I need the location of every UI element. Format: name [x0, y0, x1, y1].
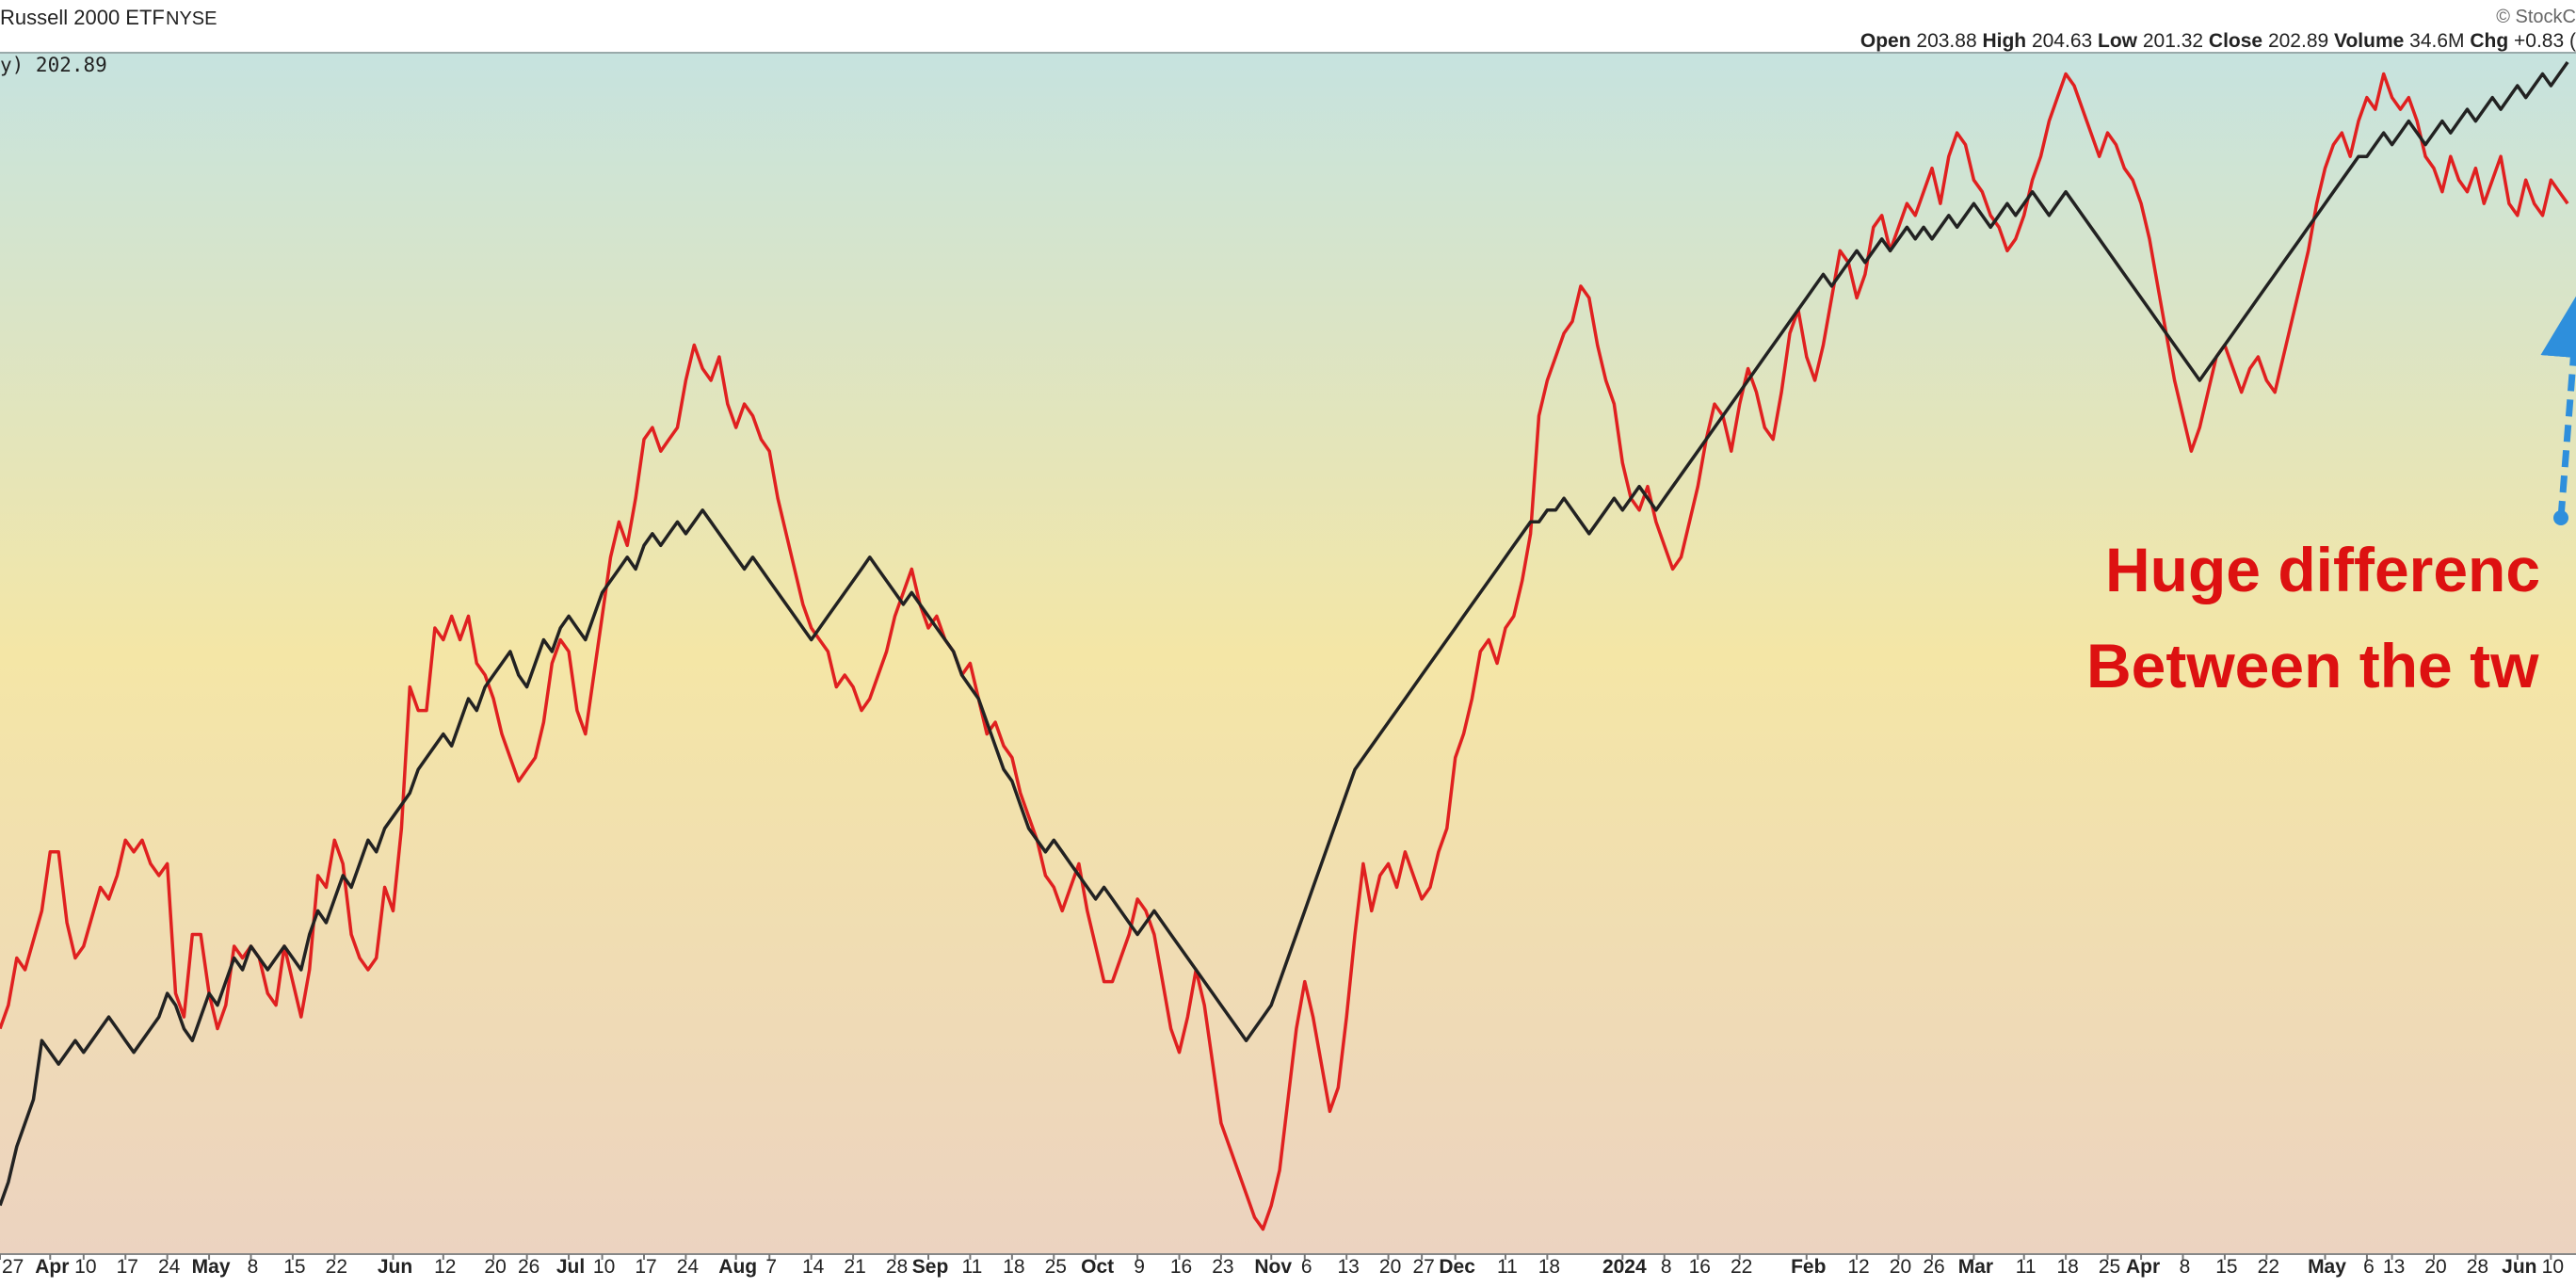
brand-watermark: © StockC [2496, 7, 2576, 27]
stat-label-high: High [1977, 30, 2032, 52]
x-tick-label: 25 [1045, 1256, 1067, 1278]
x-tick-label: 20 [484, 1256, 506, 1278]
x-tick-label: 18 [1538, 1256, 1560, 1278]
x-axis-ticks: 27 Apr 10 17 24 May 8 15 22 Jun 12 20 26 Jul 10 17 24 Aug… [0, 1254, 2564, 1278]
series-line-black [0, 60, 2569, 1206]
x-tick-label: 9 [1134, 1256, 1145, 1278]
legend-value: y) 202.89 [0, 54, 107, 76]
stat-label-close: Close [2203, 30, 2268, 52]
x-tick-label: 11 [2016, 1256, 2037, 1278]
stat-value-open: 203.88 [1916, 30, 1976, 52]
x-tick-label: 6 [1301, 1256, 1312, 1278]
x-tick-label: 22 [2258, 1256, 2279, 1278]
x-tick-label: 18 [1003, 1256, 1024, 1278]
x-tick-label: 23 [1212, 1256, 1233, 1278]
x-tick-label: 8 [2180, 1256, 2191, 1278]
annotation-arrow-dot [2553, 510, 2568, 525]
x-tick-label: 24 [158, 1256, 181, 1278]
x-tick-label: 14 [802, 1256, 825, 1278]
x-tick-label: May [192, 1256, 231, 1278]
x-tick-label: Sep [912, 1256, 949, 1278]
x-tick-label: 28 [886, 1256, 908, 1278]
x-tick-label: 17 [635, 1256, 656, 1278]
x-tick-label: 11 [962, 1256, 983, 1278]
stat-label-volume: Volume [2328, 30, 2409, 52]
stat-value-low: 201.32 [2143, 30, 2203, 52]
x-tick-label: 20 [1379, 1256, 1401, 1278]
plot-background [0, 53, 2576, 1254]
x-tick-label: 18 [2056, 1256, 2078, 1278]
x-tick-label: 7 [765, 1256, 777, 1278]
x-tick-label: 13 [2383, 1256, 2405, 1278]
series-layer [0, 60, 2569, 1232]
header-bar [0, 0, 2576, 53]
x-tick-label: 10 [593, 1256, 615, 1278]
x-tick-label: 6 [2363, 1256, 2375, 1278]
x-tick-label: Jul [556, 1256, 585, 1278]
x-tick-label: 12 [434, 1256, 456, 1278]
x-tick-label: 2024 [1602, 1256, 1647, 1278]
x-tick-label: 26 [518, 1256, 539, 1278]
stat-label-open: Open [1860, 30, 1917, 52]
annotation-line-1: Huge differenc [2105, 535, 2540, 604]
x-tick-label: 15 [2215, 1256, 2237, 1278]
chart-title: Russell 2000 ETF [0, 6, 165, 29]
x-tick-label: 26 [1923, 1256, 1944, 1278]
x-tick-label: 21 [844, 1256, 865, 1278]
x-tick-label: 16 [1689, 1256, 1711, 1278]
x-tick-label: Apr [2126, 1256, 2160, 1278]
x-tick-label: Apr [35, 1256, 69, 1278]
ohlc-stats: Open 203.88 High 204.63 Low 201.32 Close… [1860, 30, 2576, 52]
x-tick-label: Jun [378, 1256, 412, 1278]
x-tick-label: 22 [1731, 1256, 1752, 1278]
stat-value-volume: 34.6M [2409, 30, 2464, 52]
x-tick-label: 10 [74, 1256, 96, 1278]
x-tick-label: 16 [1170, 1256, 1192, 1278]
exchange-label: NYSE [166, 8, 217, 29]
x-tick-label: Feb [1791, 1256, 1826, 1278]
x-tick-label: 27 [1412, 1256, 1434, 1278]
x-tick-label: 24 [677, 1256, 700, 1278]
x-tick-label: Mar [1958, 1256, 1993, 1278]
x-tick-label: 20 [1890, 1256, 1911, 1278]
x-tick-label: 15 [283, 1256, 305, 1278]
stat-label-low: Low [2092, 30, 2143, 52]
series-line-red [0, 72, 2569, 1232]
x-tick-label: 25 [2099, 1256, 2120, 1278]
x-tick-label: 11 [1497, 1256, 1518, 1278]
annotation-line-2: Between the tw [2086, 631, 2539, 700]
stat-label-chg: Chg [2465, 30, 2515, 52]
x-tick-label: Aug [718, 1256, 757, 1278]
x-tick-label: 17 [117, 1256, 138, 1278]
x-tick-label: Oct [1081, 1256, 1114, 1278]
stat-value-chg: +0.83 ( [2514, 30, 2576, 52]
x-tick-label: 10 [2542, 1256, 2564, 1278]
x-tick-label: Nov [1254, 1256, 1292, 1278]
x-tick-label: 12 [1847, 1256, 1869, 1278]
x-tick-label: 13 [1338, 1256, 1360, 1278]
stat-value-close: 202.89 [2268, 30, 2328, 52]
x-tick-label: Dec [1439, 1256, 1475, 1278]
annotation-arrow [2540, 292, 2576, 519]
x-tick-label: 22 [326, 1256, 347, 1278]
x-tick-label: Jun [2502, 1256, 2536, 1278]
x-tick-label: 8 [1661, 1256, 1672, 1278]
x-tick-label: 20 [2424, 1256, 2446, 1278]
x-tick-label: May [2308, 1256, 2346, 1278]
x-tick-label: 27 [2, 1256, 24, 1278]
x-tick-label: 28 [2467, 1256, 2488, 1278]
x-tick-label: 8 [248, 1256, 259, 1278]
stat-value-high: 204.63 [2032, 30, 2092, 52]
